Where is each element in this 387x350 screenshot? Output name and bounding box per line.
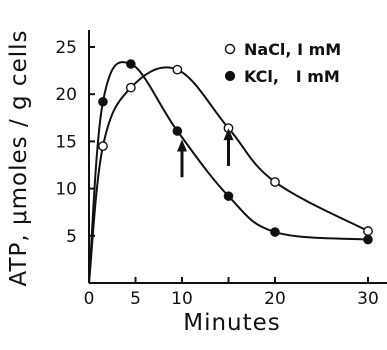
data-point-nacl-2: [125, 82, 136, 93]
data-point-kcl-4: [223, 191, 234, 201]
data-point-kcl-2: [126, 59, 136, 69]
y-tick-label-10: 10: [55, 180, 77, 200]
data-point-kcl-5: [270, 227, 280, 237]
y-axis-title: ATP, μmoles / g cells: [6, 30, 32, 287]
data-point-kcl-1: [98, 96, 108, 107]
x-tick-label-0: 0: [84, 289, 95, 309]
x-axis-title: Minutes: [183, 310, 281, 336]
legend-marker-kcl: [224, 70, 236, 82]
y-tick-label-5: 5: [66, 227, 77, 247]
arrows: [177, 128, 234, 178]
data-point-kcl-3: [172, 126, 183, 136]
x-tick-label-20: 20: [264, 289, 286, 309]
x-tick-label-30: 30: [357, 289, 379, 309]
series-line-nacl: [88, 66, 369, 284]
data-point-nacl-3: [172, 64, 183, 75]
x-tick-label-5: 5: [130, 289, 141, 309]
series-line-kcl: [88, 61, 369, 284]
y-tick-label-20: 20: [55, 85, 77, 105]
points: [98, 59, 373, 245]
y-tick-label-25: 25: [55, 38, 77, 58]
legend-marker-nacl: [224, 43, 236, 55]
data-point-nacl-6: [363, 226, 373, 236]
x-tick-label-10: 10: [171, 289, 193, 309]
ticks: 0 5 10 20 30 5 10 15 20 25: [55, 38, 378, 309]
legend-label-kcl: KCl, I mM: [244, 67, 340, 86]
data-point-kcl-6: [363, 234, 373, 245]
axes: [88, 30, 387, 284]
data-point-nacl-1: [98, 141, 108, 152]
arrow-head-2: [223, 128, 234, 141]
data-point-nacl-5: [270, 177, 280, 187]
y-tick-label-15: 15: [55, 132, 77, 152]
arrow-head-1: [177, 139, 187, 152]
legend-label-nacl: NaCl, I mM: [244, 40, 341, 59]
curves: [88, 61, 369, 284]
legend: NaCl, I mM KCl, I mM: [224, 40, 341, 86]
